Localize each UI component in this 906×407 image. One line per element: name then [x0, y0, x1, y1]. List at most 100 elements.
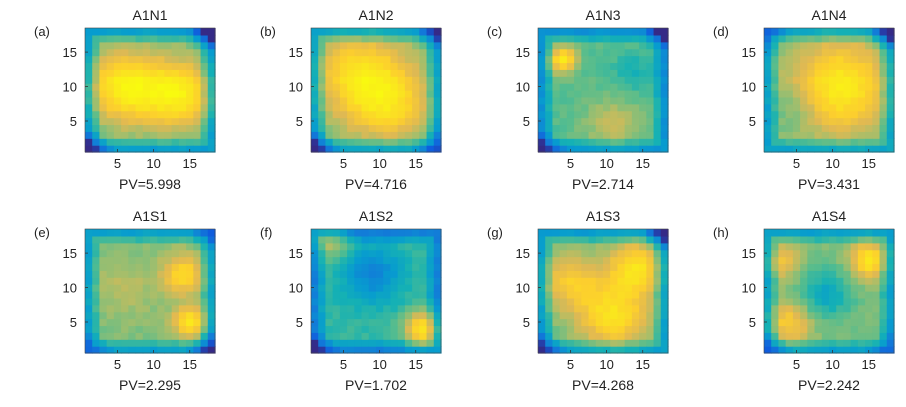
heatmap-cell — [829, 304, 837, 313]
heatmap-cell — [347, 263, 355, 271]
heatmap-cell — [164, 96, 173, 105]
heatmap-cell — [595, 242, 604, 251]
heatmap-cell — [829, 242, 837, 251]
panel-title: A1S1 — [132, 208, 168, 224]
heatmap-cell — [142, 249, 151, 258]
heatmap-cell — [624, 124, 633, 132]
heatmap-cell — [150, 304, 158, 313]
heatmap-cell — [538, 291, 546, 299]
heatmap-cell — [814, 249, 823, 258]
heatmap-cell — [624, 138, 633, 146]
heatmap-cell — [821, 332, 830, 340]
heatmap-cell — [850, 48, 859, 57]
heatmap-cell — [92, 284, 101, 292]
heatmap-cell — [390, 96, 399, 105]
heatmap-cell — [538, 235, 546, 244]
heatmap-cell — [581, 318, 590, 327]
heatmap-cell — [792, 103, 801, 112]
heatmap-cell — [368, 28, 377, 36]
heatmap-cell — [200, 131, 209, 139]
heatmap-cell — [617, 131, 626, 139]
heatmap-cell — [574, 28, 582, 36]
heatmap-cell — [886, 325, 895, 333]
heatmap-cell — [99, 90, 108, 98]
pv-value-label: PV=2.242 — [798, 377, 860, 393]
heatmap-cell — [354, 48, 363, 57]
heatmap-cell — [829, 256, 837, 265]
heatmap-cell — [879, 28, 888, 36]
heatmap-cell — [368, 103, 377, 112]
heatmap-cell — [653, 277, 662, 285]
heatmap-cell — [800, 304, 808, 313]
heatmap-cell — [646, 242, 655, 251]
heatmap-cell — [646, 117, 655, 126]
heatmap-cell — [419, 263, 428, 271]
heatmap-cell — [843, 339, 852, 347]
heatmap-cell — [814, 339, 823, 347]
heatmap-cell — [186, 124, 194, 132]
heatmap-cell — [552, 346, 561, 354]
heatmap-cell — [383, 284, 392, 292]
heatmap-cell — [186, 235, 194, 244]
heatmap-cell — [368, 138, 377, 146]
heatmap-cell — [778, 277, 787, 285]
heatmap-cell — [559, 277, 568, 285]
heatmap-cell — [368, 318, 377, 327]
heatmap-cell — [603, 103, 611, 112]
heatmap-cell — [574, 90, 582, 98]
heatmap-cell — [771, 318, 780, 327]
heatmap-cell — [157, 229, 166, 237]
heatmap-cell — [376, 83, 384, 91]
heatmap-cell — [390, 62, 399, 70]
heatmap-cell — [872, 41, 881, 50]
heatmap-cell — [339, 103, 348, 112]
heatmap-cell — [872, 117, 881, 126]
heatmap-cell — [843, 311, 852, 320]
heatmap-cell — [588, 110, 597, 119]
heatmap-cell — [610, 277, 619, 285]
heatmap-cell — [538, 138, 546, 146]
heatmap-cell — [207, 263, 216, 271]
heatmap-cell — [764, 229, 772, 237]
heatmap-cell — [872, 96, 881, 105]
heatmap-cell — [617, 145, 626, 153]
heatmap-cell — [419, 90, 428, 98]
heatmap-cell — [142, 90, 151, 98]
heatmap-cell — [792, 83, 801, 91]
heatmap-cell — [419, 55, 428, 64]
heatmap-cell — [807, 242, 816, 251]
heatmap-cell — [419, 332, 428, 340]
heatmap-cell — [193, 339, 202, 347]
heatmap-cell — [142, 229, 151, 237]
heatmap-cell — [617, 41, 626, 50]
heatmap-cell — [850, 41, 859, 50]
heatmap-cell — [106, 76, 115, 84]
heatmap-cell — [886, 69, 895, 77]
heatmap-cell — [538, 256, 546, 265]
heatmap-cell — [318, 90, 327, 98]
heatmap-cell — [433, 339, 442, 347]
heatmap-cell — [595, 263, 604, 271]
heatmap-cell — [631, 325, 640, 333]
heatmap-cell — [552, 28, 561, 36]
heatmap-cell — [200, 34, 209, 43]
heatmap-cell — [186, 76, 194, 84]
heatmap-cell — [857, 131, 866, 139]
heatmap-cell — [92, 263, 101, 271]
heatmap-cell — [610, 263, 619, 271]
heatmap-cell — [574, 69, 582, 77]
heatmap-cell — [545, 103, 554, 112]
heatmap-cell — [85, 62, 93, 70]
heatmap-cell — [653, 242, 662, 251]
heatmap-cell — [347, 117, 355, 126]
heatmap-cell — [771, 124, 780, 132]
heatmap-cell — [106, 103, 115, 112]
heatmap-cell — [113, 346, 122, 354]
heatmap-cell — [631, 28, 640, 36]
heatmap-cell — [332, 103, 341, 112]
heatmap-cell — [164, 249, 173, 258]
heatmap-cell — [150, 110, 158, 119]
heatmap-cell — [857, 103, 866, 112]
